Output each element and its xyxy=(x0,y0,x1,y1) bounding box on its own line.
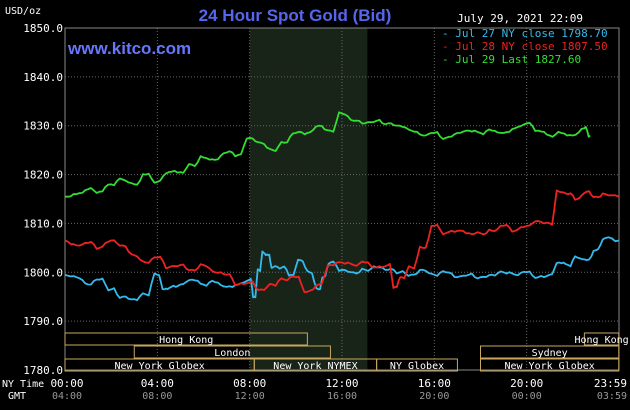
gmt-label: GMT xyxy=(8,391,26,402)
session-label: Hong Kong xyxy=(159,335,213,346)
session-label: Sydney xyxy=(532,348,568,359)
session-label: New York NYMEX xyxy=(273,361,357,372)
session-label: NY Globex xyxy=(390,361,444,372)
x-tick-label-ny: 16:00 xyxy=(418,377,451,390)
series-line-3 xyxy=(64,111,591,198)
x-tick-label-ny: 08:00 xyxy=(233,377,266,390)
x-tick-label-gmt: 03:59 xyxy=(597,391,627,402)
legend-entry: - Jul 28 NY close 1807.50 xyxy=(442,40,608,53)
chart-title: 24 Hour Spot Gold (Bid) xyxy=(199,6,392,25)
y-tick-label: 1830.0 xyxy=(23,120,63,133)
units-label: USD/oz xyxy=(5,6,41,17)
session-bar xyxy=(480,345,620,359)
y-tick-label: 1810.0 xyxy=(23,217,63,230)
y-tick-label: 1840.0 xyxy=(23,71,63,84)
session-bar xyxy=(64,332,308,346)
nymex-session-highlight xyxy=(249,28,368,370)
x-tick-label-gmt: 08:00 xyxy=(142,391,172,402)
y-tick-label: 1850.0 xyxy=(23,22,63,35)
y-tick-label: 1800.0 xyxy=(23,266,63,279)
x-tick-label-ny: 04:00 xyxy=(141,377,174,390)
price-series xyxy=(64,111,620,301)
session-bar xyxy=(583,332,620,346)
legend: - Jul 27 NY close 1798.70- Jul 28 NY clo… xyxy=(442,27,608,66)
x-tick-label-ny: 12:00 xyxy=(325,377,358,390)
x-axis-ticks: 00:0004:0004:0008:0008:0012:0012:0016:00… xyxy=(50,377,627,402)
timestamp: July 29, 2021 22:09 xyxy=(457,12,583,25)
y-tick-label: 1790.0 xyxy=(23,315,63,328)
watermark-url: www.kitco.com xyxy=(67,39,191,58)
legend-entry: - Jul 29 Last 1827.60 xyxy=(442,53,581,66)
x-tick-label-gmt: 16:00 xyxy=(327,391,357,402)
x-tick-label-ny: 20:00 xyxy=(510,377,543,390)
y-tick-label: 1820.0 xyxy=(23,169,63,182)
session-bar xyxy=(133,345,331,359)
x-tick-label-ny: 00:00 xyxy=(50,377,83,390)
y-tick-label: 1780.0 xyxy=(23,364,63,377)
x-tick-label-gmt: 12:00 xyxy=(235,391,265,402)
y-axis-ticks: 1780.0 1790.0 1800.0 1810.0 1820.0 1830.0 1840… xyxy=(23,22,63,377)
session-label: London xyxy=(214,348,250,359)
legend-entry: - Jul 27 NY close 1798.70 xyxy=(442,27,608,40)
x-tick-label-ny: 23:59 xyxy=(594,377,627,390)
session-label: New York Globex xyxy=(504,361,594,372)
series-line-2 xyxy=(64,189,620,294)
plot-frame xyxy=(64,27,620,371)
session-bar xyxy=(376,358,458,372)
ny-time-label: NY Time xyxy=(2,379,44,390)
session-label: Hong Kong xyxy=(574,335,628,346)
x-tick-label-gmt: 20:00 xyxy=(419,391,449,402)
x-tick-label-gmt: 00:00 xyxy=(512,391,542,402)
session-label: New York Globex xyxy=(114,361,204,372)
session-bar xyxy=(480,358,620,372)
x-tick-label-gmt: 04:00 xyxy=(52,391,82,402)
